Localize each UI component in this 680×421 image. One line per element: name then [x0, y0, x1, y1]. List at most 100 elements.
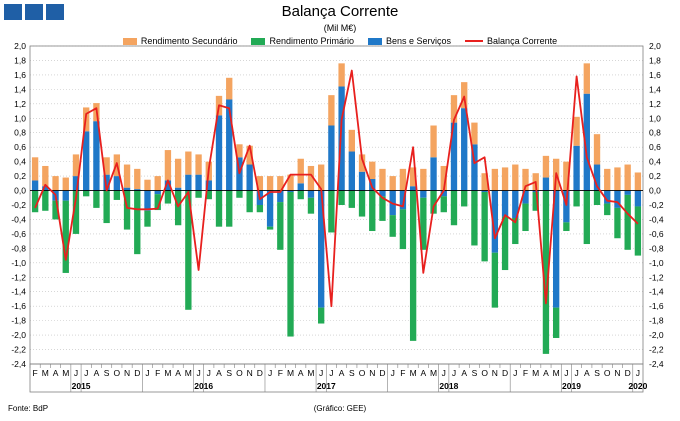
bar-secundario: [297, 158, 304, 184]
bar-bens: [307, 190, 315, 198]
y-tick-label-right: -0,4: [649, 214, 664, 224]
bar-bens: [348, 151, 355, 191]
month-label: J: [574, 368, 578, 378]
x-axis-frame: [29, 363, 644, 393]
bar-secundario: [72, 154, 80, 177]
bar-bens: [134, 189, 141, 191]
bar-bens: [491, 190, 499, 253]
bar-secundario: [195, 154, 202, 175]
bar-bens: [287, 190, 294, 192]
month-label: O: [236, 368, 243, 378]
y-tick-label-left: -0,8: [11, 243, 26, 253]
year-label: 2019: [562, 381, 581, 391]
year-label: 2017: [317, 381, 336, 391]
y-tick-label-right: -1,6: [649, 301, 664, 311]
bar-primario: [389, 215, 396, 237]
legend-label: Bens e Serviços: [386, 36, 452, 46]
bar-bens: [634, 190, 642, 207]
bar-bens: [195, 174, 202, 191]
legend: Rendimento Secundário Rendimento Primári…: [0, 36, 680, 46]
bar-bens: [501, 190, 509, 217]
bar-bens: [379, 190, 386, 197]
bar-secundario: [174, 158, 182, 188]
y-tick-label-left: -2,4: [11, 359, 26, 369]
bar-secundario: [389, 176, 396, 191]
month-label: D: [625, 368, 631, 378]
bar-primario: [134, 190, 141, 255]
y-tick-label-left: 0,8: [14, 128, 26, 138]
bar-secundario: [542, 155, 550, 178]
bar-secundario: [338, 63, 345, 87]
month-label: A: [339, 368, 345, 378]
month-label: M: [185, 368, 192, 378]
month-label: F: [523, 368, 528, 378]
bar-secundario: [266, 176, 274, 191]
month-label: A: [94, 368, 100, 378]
logo: [4, 4, 64, 20]
month-label: F: [400, 368, 405, 378]
y-tick-label-right: 0,2: [649, 171, 661, 181]
bar-primario: [174, 190, 182, 226]
month-label: M: [410, 368, 417, 378]
bar-bens: [522, 190, 529, 204]
month-label: M: [62, 368, 69, 378]
month-label: N: [614, 368, 620, 378]
bar-bens: [123, 187, 131, 191]
bar-bens: [358, 171, 366, 191]
month-label: J: [442, 368, 446, 378]
bar-bens: [297, 183, 304, 191]
bar-secundario: [491, 168, 499, 191]
logo-square: [46, 4, 64, 20]
bar-bens: [399, 190, 407, 210]
bar-primario: [542, 190, 550, 354]
bar-primario: [481, 191, 488, 262]
bar-bens: [430, 157, 437, 191]
bar-primario: [205, 190, 212, 200]
y-tick-label-left: -1,8: [11, 316, 26, 326]
bar-bens: [93, 121, 100, 191]
bar-primario: [450, 190, 458, 226]
bar-primario: [123, 190, 131, 230]
bar-secundario: [399, 168, 407, 191]
bar-secundario: [430, 125, 437, 158]
bar-primario: [379, 196, 386, 221]
month-label: N: [124, 368, 130, 378]
bar-bens: [471, 144, 478, 191]
y-tick-label-left: -0,2: [11, 200, 26, 210]
bar-primario: [471, 190, 478, 246]
bar-secundario: [440, 165, 447, 191]
month-label: S: [472, 368, 478, 378]
bar-bens: [420, 190, 427, 198]
month-label: D: [502, 368, 508, 378]
year-label: 2020: [628, 381, 647, 391]
bar-primario: [491, 252, 499, 308]
bar-primario: [328, 190, 335, 233]
bar-primario: [103, 190, 110, 224]
bar-bens: [624, 190, 631, 195]
month-label: S: [226, 368, 232, 378]
y-tick-label-right: -1,0: [649, 258, 664, 268]
y-tick-label-left: 0,4: [14, 157, 26, 167]
bar-secundario: [593, 134, 601, 165]
y-tick-label-right: 1,6: [649, 70, 661, 80]
y-tick-label-right: -0,8: [649, 243, 664, 253]
bar-secundario: [307, 165, 315, 191]
bar-secundario: [522, 168, 529, 191]
bar-primario: [195, 190, 202, 198]
bar-primario: [226, 190, 233, 227]
bar-primario: [461, 190, 468, 207]
bar-secundario: [318, 164, 325, 191]
month-label: S: [349, 368, 355, 378]
bar-primario: [430, 190, 437, 214]
month-label: S: [104, 368, 110, 378]
month-label: D: [379, 368, 385, 378]
bar-bens: [246, 164, 253, 191]
credit-note: (Gráfico: GEE): [313, 404, 367, 413]
bar-secundario: [420, 168, 427, 191]
bar-bens: [174, 187, 182, 191]
legend-label: Rendimento Primário: [269, 36, 355, 46]
bar-bens: [409, 186, 417, 191]
bar-secundario: [62, 177, 69, 191]
bar-secundario: [236, 144, 243, 158]
y-tick-label-left: -1,2: [11, 272, 26, 282]
